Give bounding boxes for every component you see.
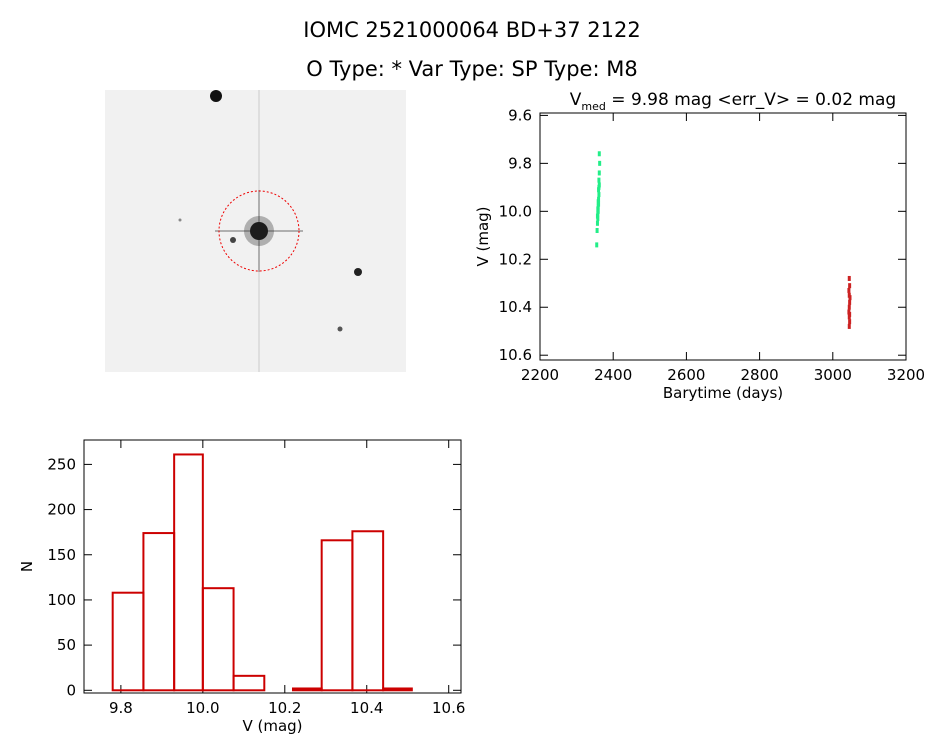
histogram-bar [320,539,354,692]
data-point [848,299,852,305]
data-point [847,275,851,281]
x-tick-label: 10.4 [350,699,383,717]
data-point [597,192,601,198]
x-tick-label: 9.8 [109,699,133,717]
y-tick-label: 9.8 [508,154,532,172]
chart-title: Vmed = 9.98 mag <err_V> = 0.02 mag [570,90,896,113]
data-point [596,216,600,222]
data-point [597,187,601,193]
data-point [597,177,601,183]
y-tick-label: 150 [47,546,76,564]
star-image [105,90,406,372]
y-tick-label: 50 [57,636,76,654]
header-line1: IOMC 2521000064 BD+37 2122 [303,18,640,42]
chart-title-part: med [581,100,605,113]
x-tick-label: 3000 [814,366,852,384]
header-line2: O Type: * Var Type: SP Type: M8 [306,57,637,81]
y-tick-label: 250 [47,455,76,473]
x-tick-label: 10.2 [268,699,301,717]
histogram-bar [382,687,413,692]
data-point [848,283,852,289]
y-tick-label: 100 [47,591,76,609]
x-axis-label: V (mag) [242,717,302,735]
y-tick-label: 0 [66,681,76,699]
y-axis-label: N [18,561,36,572]
histogram-bar [291,687,323,692]
data-point [595,228,599,234]
histogram-bar [351,530,385,692]
y-tick-label: 10.6 [499,346,532,364]
chart-title-part: V [570,90,582,110]
data-point [847,314,851,320]
x-tick-label: 2800 [741,366,779,384]
x-tick-label: 10.0 [186,699,219,717]
x-tick-label: 2600 [667,366,705,384]
data-point [597,151,601,157]
chart-title-part: = 9.98 mag <err_V> = 0.02 mag [606,90,896,110]
histogram-bar [173,453,204,692]
x-tick-label: 2200 [521,366,559,384]
y-axis-label: V (mag) [474,206,492,266]
y-tick-label: 10.0 [499,202,532,220]
data-point [597,170,601,176]
y-tick-label: 10.4 [499,298,532,316]
x-tick-label: 2400 [594,366,632,384]
histogram-bar [142,532,176,692]
data-point [595,242,599,248]
plot-frame [539,112,907,361]
x-tick-label: 10.6 [432,699,465,717]
x-tick-label: 3200 [887,366,925,384]
x-axis-label: Barytime (days) [663,384,783,402]
y-tick-label: 10.2 [499,250,532,268]
y-tick-label: 9.6 [508,106,532,124]
data-point [598,160,602,166]
histogram-bar [201,587,235,692]
data-point [848,295,852,301]
data-point [847,287,851,293]
histogram-bar [232,674,266,692]
data-point [847,304,851,310]
histogram-bar [111,591,145,692]
data-point [595,220,599,226]
data-point [847,323,851,329]
data-point [848,319,852,325]
plot-frame [83,439,462,694]
y-tick-label: 200 [47,501,76,519]
